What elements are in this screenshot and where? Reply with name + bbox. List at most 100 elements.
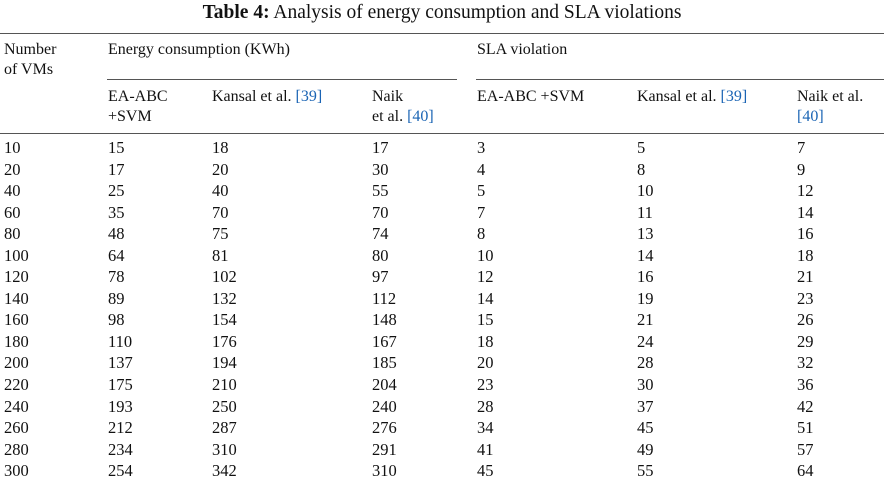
cell-energy-naik: 17 xyxy=(372,138,389,157)
cell-vms: 60 xyxy=(4,202,21,222)
cell-sla-ea-abc-svm: 34 xyxy=(477,418,494,438)
cell-energy-ea-abc-svm: 48 xyxy=(108,224,125,244)
table-row: 220 175 210 204 23 30 36 xyxy=(0,374,884,396)
cell-energy-ea-abc-svm: 35 xyxy=(108,202,125,222)
cell-sla-naik: 51 xyxy=(797,418,814,438)
cell-energy-ea-abc-svm: 64 xyxy=(108,245,125,265)
cell-sla-naik: 16 xyxy=(797,224,814,244)
cell-energy-naik: 30 xyxy=(372,159,389,179)
cell-energy-naik: 291 xyxy=(372,439,397,459)
cell-sla-naik: 64 xyxy=(797,461,814,481)
cell-sla-ea-abc-svm: 41 xyxy=(477,439,494,459)
cell-sla-ea-abc-svm: 7 xyxy=(477,202,486,222)
cell-sla-ea-abc-svm: 20 xyxy=(477,353,494,373)
cell-sla-naik: 23 xyxy=(797,288,814,308)
cell-sla-kansal: 16 xyxy=(637,267,654,287)
table-row: 40 25 40 55 5 10 12 xyxy=(0,180,884,202)
cell-energy-kansal: 70 xyxy=(212,202,229,222)
citation-link-40[interactable]: [40] xyxy=(797,108,824,125)
table-row: 180 110 176 167 18 24 29 xyxy=(0,331,884,353)
cell-energy-kansal: 250 xyxy=(212,396,237,416)
table-label: Table 4: xyxy=(202,2,270,23)
cell-sla-naik: 36 xyxy=(797,375,814,395)
cell-energy-ea-abc-svm: 193 xyxy=(108,396,133,416)
cell-energy-naik: 204 xyxy=(372,375,397,395)
cell-sla-kansal: 55 xyxy=(637,461,654,481)
cell-energy-kansal: 20 xyxy=(212,159,229,179)
cell-energy-naik: 70 xyxy=(372,202,389,222)
cell-energy-kansal: 102 xyxy=(212,267,237,287)
cell-sla-kansal: 30 xyxy=(637,375,654,395)
cell-vms: 300 xyxy=(4,461,29,481)
cell-sla-kansal: 8 xyxy=(637,159,646,179)
header-sla-ea-abc-svm: EA-ABC +SVM xyxy=(477,88,585,105)
cell-sla-naik: 32 xyxy=(797,353,814,373)
cell-vms: 180 xyxy=(4,331,29,351)
table-row: 120 78 102 97 12 16 21 xyxy=(0,266,884,288)
cell-energy-naik: 80 xyxy=(372,245,389,265)
cell-energy-naik: 148 xyxy=(372,310,397,330)
cell-energy-ea-abc-svm: 15 xyxy=(108,138,125,157)
cell-sla-kansal: 14 xyxy=(637,245,654,265)
table-row: 100 64 81 80 10 14 18 xyxy=(0,245,884,267)
citation-link-39[interactable]: [39] xyxy=(720,88,748,105)
cell-energy-kansal: 40 xyxy=(212,181,229,201)
cell-sla-kansal: 10 xyxy=(637,181,654,201)
table-title: Analysis of energy consumption and SLA v… xyxy=(273,2,682,23)
table-row: 280 234 310 291 41 49 57 xyxy=(0,439,884,461)
cell-vms: 140 xyxy=(4,288,29,308)
table-row: 10 15 18 17 3 5 7 xyxy=(0,137,884,159)
cell-energy-kansal: 132 xyxy=(212,288,237,308)
cell-sla-kansal: 28 xyxy=(637,353,654,373)
cell-vms: 120 xyxy=(4,267,29,287)
sla-group-rule xyxy=(476,79,884,80)
cell-energy-naik: 310 xyxy=(372,461,397,481)
cell-energy-ea-abc-svm: 17 xyxy=(108,159,125,179)
cell-vms: 200 xyxy=(4,353,29,373)
header-sla-violation: SLA violation xyxy=(477,41,568,58)
cell-energy-ea-abc-svm: 98 xyxy=(108,310,125,330)
header-energy-consumption: Energy consumption (KWh) xyxy=(108,41,290,58)
table-row: 60 35 70 70 7 11 14 xyxy=(0,202,884,224)
cell-energy-kansal: 310 xyxy=(212,439,237,459)
cell-energy-naik: 112 xyxy=(372,288,397,308)
cell-energy-naik: 167 xyxy=(372,331,397,351)
cell-energy-ea-abc-svm: 254 xyxy=(108,461,133,481)
cell-sla-kansal: 19 xyxy=(637,288,654,308)
cell-sla-ea-abc-svm: 23 xyxy=(477,375,494,395)
cell-sla-naik: 7 xyxy=(797,138,806,157)
cell-energy-naik: 185 xyxy=(372,353,397,373)
cell-energy-naik: 97 xyxy=(372,267,389,287)
header-number-of-vms: Number of VMs xyxy=(4,41,57,78)
citation-link-40[interactable]: [40] xyxy=(407,108,434,125)
citation-link-39[interactable]: [39] xyxy=(295,88,323,105)
cell-vms: 260 xyxy=(4,418,29,438)
cell-sla-ea-abc-svm: 4 xyxy=(477,159,486,179)
cell-sla-ea-abc-svm: 10 xyxy=(477,245,494,265)
cell-vms: 10 xyxy=(4,138,21,157)
cell-sla-naik: 21 xyxy=(797,267,814,287)
cell-vms: 20 xyxy=(4,159,21,179)
cell-sla-kansal: 5 xyxy=(637,138,646,157)
cell-sla-ea-abc-svm: 15 xyxy=(477,310,494,330)
cell-energy-ea-abc-svm: 89 xyxy=(108,288,125,308)
cell-sla-kansal: 21 xyxy=(637,310,654,330)
table-row: 260 212 287 276 34 45 51 xyxy=(0,417,884,439)
cell-energy-ea-abc-svm: 25 xyxy=(108,181,125,201)
cell-sla-naik: 42 xyxy=(797,396,814,416)
table-row: 300 254 342 310 45 55 64 xyxy=(0,460,884,482)
top-rule xyxy=(0,33,884,34)
cell-energy-ea-abc-svm: 212 xyxy=(108,418,133,438)
cell-sla-ea-abc-svm: 28 xyxy=(477,396,494,416)
cell-vms: 100 xyxy=(4,245,29,265)
cell-sla-kansal: 13 xyxy=(637,224,654,244)
table-row: 200 137 194 185 20 28 32 xyxy=(0,352,884,374)
cell-sla-kansal: 49 xyxy=(637,439,654,459)
header-bottom-rule xyxy=(0,133,884,134)
table-row: 240 193 250 240 28 37 42 xyxy=(0,396,884,418)
header-energy-ea-abc-svm: EA-ABC +SVM xyxy=(108,88,168,125)
cell-energy-naik: 240 xyxy=(372,396,397,416)
cell-energy-ea-abc-svm: 137 xyxy=(108,353,133,373)
cell-vms: 220 xyxy=(4,375,29,395)
table-row: 140 89 132 112 14 19 23 xyxy=(0,288,884,310)
